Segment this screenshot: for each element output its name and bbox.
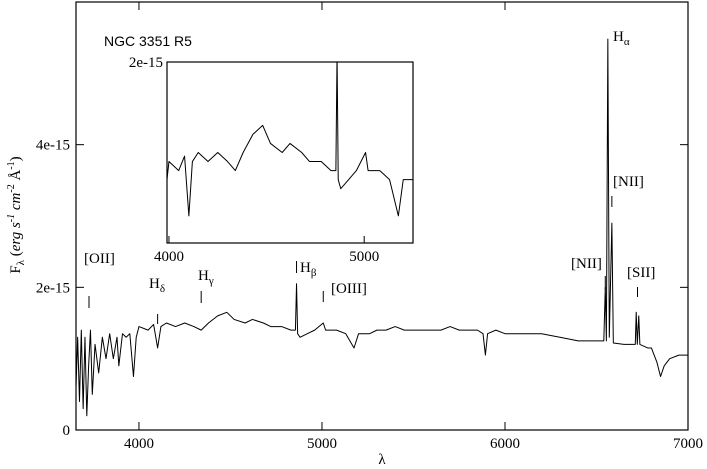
annotation: NGC 3351 R5 [104, 33, 192, 49]
x-tick-label: 7000 [673, 436, 703, 452]
inset-frame [166, 61, 414, 244]
annotation-subscript: δ [160, 283, 165, 295]
annotation-text: [OII] [84, 251, 115, 267]
annotation: [NII] [613, 174, 644, 190]
x-tick-label: 6000 [490, 436, 520, 452]
annotation-text: H [198, 268, 209, 284]
annotation: [NII] [571, 256, 602, 272]
inset-x-tick-label: 4000 [154, 249, 184, 265]
inset-spectrum-line [167, 62, 413, 217]
annotation: Hα [613, 29, 630, 48]
x-tick-label: 5000 [307, 436, 337, 452]
y-axis-label: Fλ (erg s-1 cm-2 Å-1) [6, 156, 27, 273]
x-axis-label: λ [378, 452, 386, 468]
annotation-subscript: α [624, 36, 630, 48]
annotation: [SII] [627, 265, 655, 281]
spectrum-line [75, 38, 688, 417]
annotation-text: [OIII] [331, 281, 367, 297]
inset-plot [167, 62, 413, 217]
y-tick-label: 4e-15 [36, 138, 70, 154]
annotation-text: H [300, 260, 311, 276]
inset-x-tick-label: 5000 [349, 249, 379, 265]
annotation: [OIII] [331, 281, 367, 297]
plot-frame [75, 1, 689, 431]
inset-y-tick-label: 2e-15 [129, 55, 163, 71]
annotation-text: H [613, 29, 624, 45]
annotation: Hβ [300, 260, 317, 279]
x-tick-label: 4000 [124, 436, 154, 452]
y-tick-label: 2e-15 [36, 280, 70, 296]
annotation-text: H [149, 276, 160, 292]
annotation: Hδ [149, 276, 165, 295]
annotation-subscript: γ [208, 275, 214, 287]
annotation: [OII] [84, 251, 115, 267]
annotation: Hγ [198, 268, 214, 287]
annotation-subscript: β [311, 267, 317, 279]
y-tick-label: 0 [63, 423, 71, 439]
annotation-text: [NII] [613, 174, 644, 190]
annotation-text: [NII] [571, 256, 602, 272]
annotation-text: NGC 3351 R5 [104, 33, 192, 49]
annotation-text: [SII] [627, 265, 655, 281]
